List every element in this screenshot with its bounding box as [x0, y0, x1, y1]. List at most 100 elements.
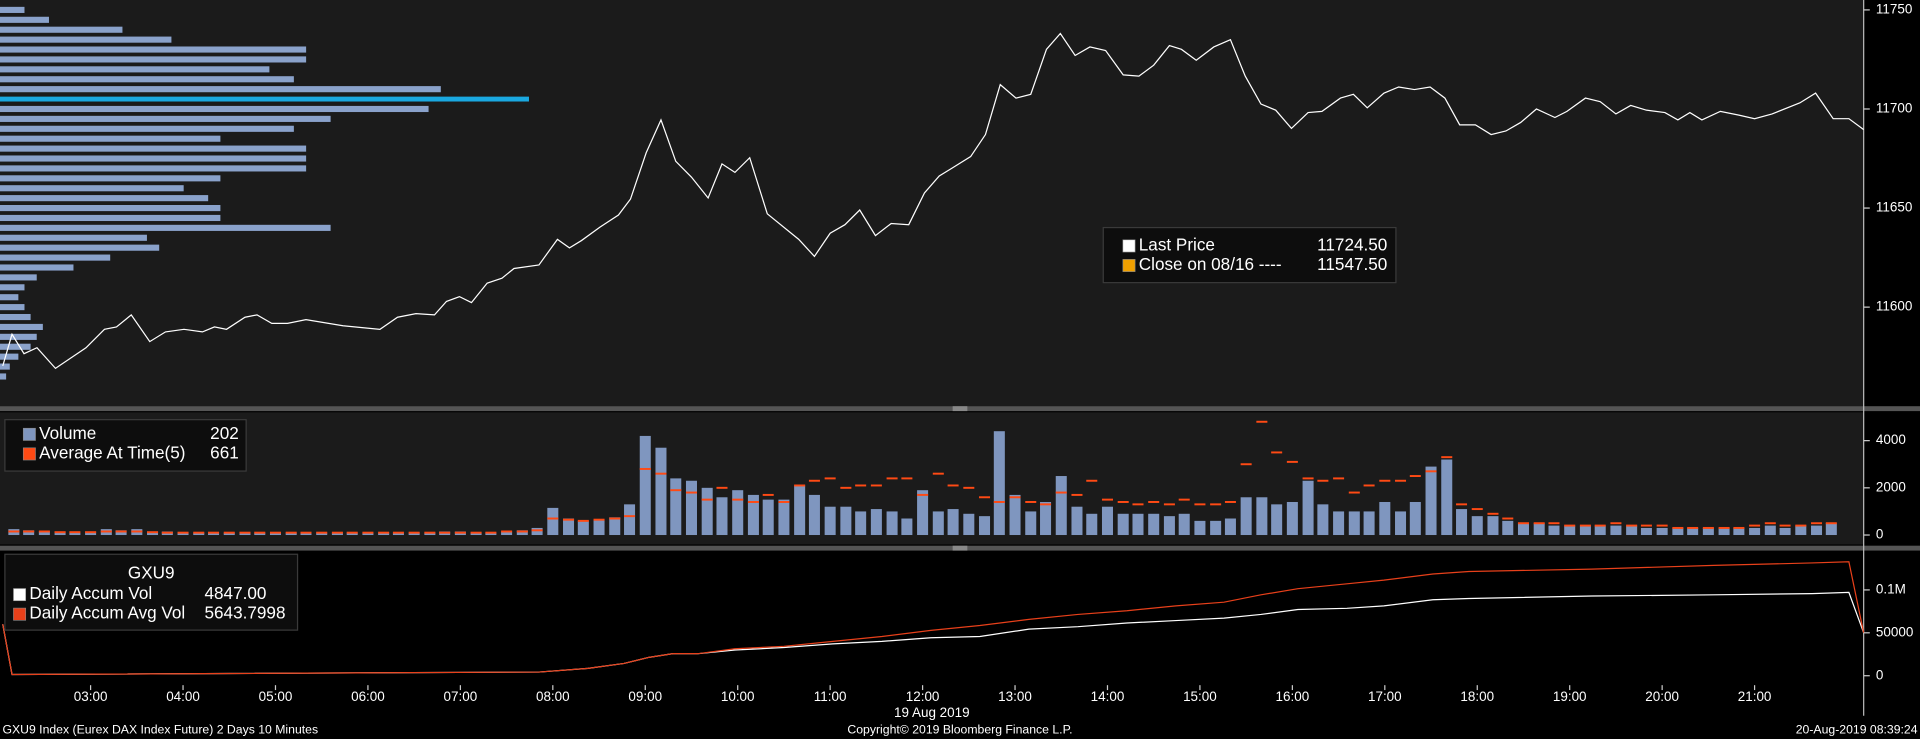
splitter-handle[interactable] [952, 545, 968, 551]
volume-bar [69, 532, 81, 536]
volume-bar [778, 499, 790, 536]
x-tick-label: 04:00 [166, 689, 200, 704]
volume-bar [1441, 459, 1453, 536]
volume-bar [1317, 504, 1329, 536]
volume-bar [716, 497, 728, 536]
volume-bar [408, 532, 420, 536]
volume-bar [1086, 513, 1098, 536]
y-tick-label: 50000 [1876, 624, 1913, 639]
volume-bar [1178, 513, 1190, 536]
volume-profile-bar [0, 264, 74, 271]
volume-bar [1040, 501, 1052, 536]
volume-bar [655, 447, 667, 536]
volume-bar [285, 532, 297, 536]
volume-bar [886, 511, 898, 536]
volume-bar [1733, 527, 1745, 536]
volume-bar [501, 531, 513, 536]
volume-profile-bar [0, 204, 221, 212]
volume-bar [300, 532, 312, 536]
volume-bar [1194, 520, 1206, 536]
volume-profile-bar [0, 363, 10, 370]
volume-bar [1117, 513, 1129, 536]
volume-bar [624, 504, 636, 536]
volume-bar [1672, 527, 1684, 536]
x-tick-label: 21:00 [1738, 689, 1772, 704]
volume-profile-bar [0, 224, 331, 231]
volume-bar [1363, 511, 1375, 536]
volume-bar [1379, 501, 1391, 536]
volume-bar [1256, 497, 1268, 536]
legend-box [4, 553, 299, 631]
volume-bar [593, 519, 605, 536]
x-tick-label: 06:00 [351, 689, 385, 704]
y-tick-label: 4000 [1876, 432, 1906, 447]
volume-profile-bar [0, 86, 441, 93]
volume-bar [1811, 525, 1823, 536]
volume-bar [1409, 501, 1421, 536]
volume-bar [639, 435, 651, 536]
volume-bar [1687, 527, 1699, 536]
volume-bar [701, 487, 713, 536]
volume-bar [54, 531, 66, 536]
series-line [2, 561, 1865, 676]
volume-bar [932, 511, 944, 536]
x-tick-label: 14:00 [1091, 689, 1125, 704]
volume-bar [239, 532, 251, 536]
legend-value: 661 [210, 442, 239, 462]
y-tick-label: 11600 [1876, 299, 1912, 314]
volume-bar [147, 531, 159, 536]
volume-bar [1148, 513, 1160, 536]
volume-bar [1656, 527, 1668, 536]
volume-profile-bar [0, 6, 25, 13]
volume-profile-bar [0, 313, 31, 321]
volume-profile-bar [0, 294, 19, 301]
volume-bar [1425, 466, 1437, 536]
volume-bar [1702, 527, 1714, 536]
volume-bar [1471, 516, 1483, 536]
volume-bar [1795, 525, 1807, 536]
volume-bar [316, 532, 328, 536]
volume-bar [85, 531, 97, 536]
legend-name: Close on 08/16 ---- [1139, 254, 1282, 274]
volume-bar [1210, 520, 1222, 536]
legend-swatch [1122, 239, 1136, 253]
legend-value: 11547.50 [1317, 254, 1387, 274]
y-tick-label: 2000 [1876, 479, 1906, 494]
footer-right: 20-Aug-2019 08:39:24 [1796, 723, 1918, 737]
volume-profile-bar [0, 135, 221, 142]
splitter-handle[interactable] [952, 406, 968, 412]
volume-profile-bar [0, 36, 172, 43]
volume-profile-bar [0, 373, 7, 380]
volume-bar [1579, 525, 1591, 536]
volume-bar [1487, 516, 1499, 536]
volume-bar [670, 478, 682, 536]
volume-bar [23, 530, 35, 536]
volume-bar [516, 530, 528, 536]
volume-bar [563, 518, 575, 536]
volume-profile-bar [0, 304, 25, 311]
volume-bar [1594, 525, 1606, 536]
volume-profile-bar [0, 185, 184, 192]
volume-profile-bar [0, 353, 19, 360]
volume-bar [732, 490, 744, 536]
legend-swatch [1122, 259, 1136, 272]
legend-name: Last Price [1139, 234, 1215, 254]
volume-bar [1348, 511, 1360, 536]
volume-profile-poc [0, 96, 529, 102]
volume-bar [1517, 523, 1529, 536]
volume-bar [1456, 509, 1468, 536]
x-tick-label: 18:00 [1460, 689, 1494, 704]
legend-value: 202 [210, 423, 239, 443]
volume-bar [1764, 525, 1776, 536]
volume-bar [1779, 527, 1791, 536]
legend-value: 11724.50 [1317, 234, 1387, 254]
volume-profile-bar [0, 125, 294, 132]
volume-bar [1718, 527, 1730, 536]
volume-bar [901, 518, 913, 536]
volume-bar [947, 509, 959, 536]
volume-bar [1395, 511, 1407, 536]
volume-profile-bar [0, 284, 25, 291]
volume-bar [177, 532, 189, 536]
footer-left: GXU9 Index (Eurex DAX Index Future) 2 Da… [2, 723, 318, 737]
